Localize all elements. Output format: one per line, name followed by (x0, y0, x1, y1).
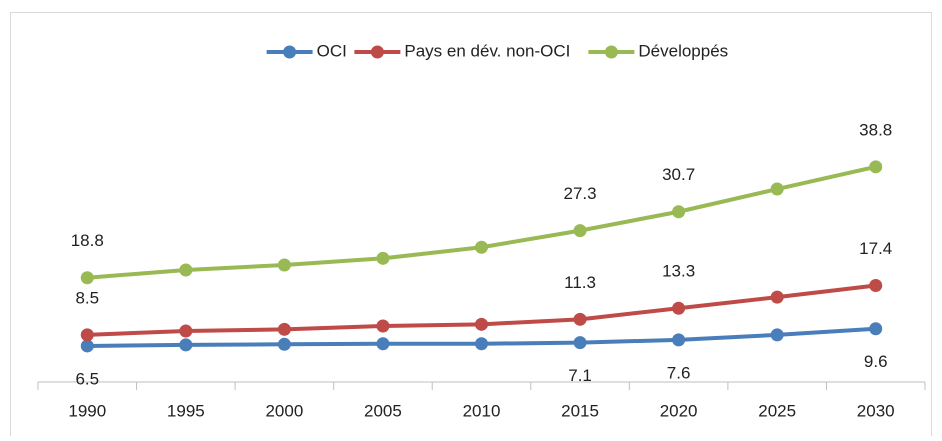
x-tick-label: 2025 (758, 401, 796, 420)
data-point (869, 279, 883, 293)
data-point (179, 324, 193, 338)
data-point (475, 317, 488, 331)
legend-marker (370, 45, 384, 59)
data-point (80, 271, 94, 285)
data-label: 9.6 (864, 352, 888, 371)
legend-label: OCI (317, 41, 347, 60)
chart-frame (10, 12, 932, 441)
data-point (770, 290, 784, 304)
data-label: 18.8 (71, 231, 104, 250)
x-tick-label: 2020 (660, 401, 698, 420)
data-label: 30.7 (662, 165, 695, 184)
data-point (277, 258, 291, 272)
data-point (376, 337, 390, 351)
legend-label: Développés (638, 41, 728, 60)
data-label: 8.5 (75, 288, 99, 307)
x-tick-label: 2030 (857, 401, 895, 420)
legend: OCI Pays en dév. non-OCI Développés (266, 41, 728, 60)
data-label: 11.3 (564, 273, 596, 292)
data-point (80, 339, 94, 353)
data-point (770, 328, 784, 342)
x-tick-label: 2010 (463, 401, 501, 420)
x-tick-label: 1990 (68, 401, 106, 420)
x-tick-label: 1995 (167, 401, 205, 420)
data-label: 6.5 (75, 369, 99, 388)
data-point (672, 301, 686, 315)
data-label: 27.3 (564, 184, 597, 203)
data-point (672, 205, 686, 219)
data-label: 38.8 (859, 120, 892, 139)
data-point (573, 312, 587, 326)
data-point (475, 337, 488, 351)
data-point (179, 263, 193, 277)
data-point (672, 333, 686, 347)
data-point (376, 251, 390, 265)
legend-label: Pays en dév. non-OCI (404, 41, 570, 60)
data-point (179, 338, 193, 352)
data-point (80, 328, 94, 342)
data-point (573, 336, 587, 350)
x-tick-label: 2005 (364, 401, 402, 420)
data-label: 17.4 (859, 239, 892, 258)
data-label: 7.6 (667, 363, 691, 382)
legend-marker (283, 45, 297, 59)
data-label: 7.1 (568, 366, 592, 385)
data-label: 13.3 (662, 262, 695, 281)
data-point (869, 160, 883, 174)
legend-marker (604, 45, 618, 59)
data-point (573, 224, 587, 238)
x-tick-label: 2000 (265, 401, 303, 420)
data-point (277, 337, 291, 351)
data-point (376, 319, 390, 333)
data-point (277, 322, 291, 336)
x-tick-label: 2015 (561, 401, 599, 420)
data-point (869, 322, 883, 336)
data-point (475, 240, 488, 254)
data-point (770, 182, 784, 196)
